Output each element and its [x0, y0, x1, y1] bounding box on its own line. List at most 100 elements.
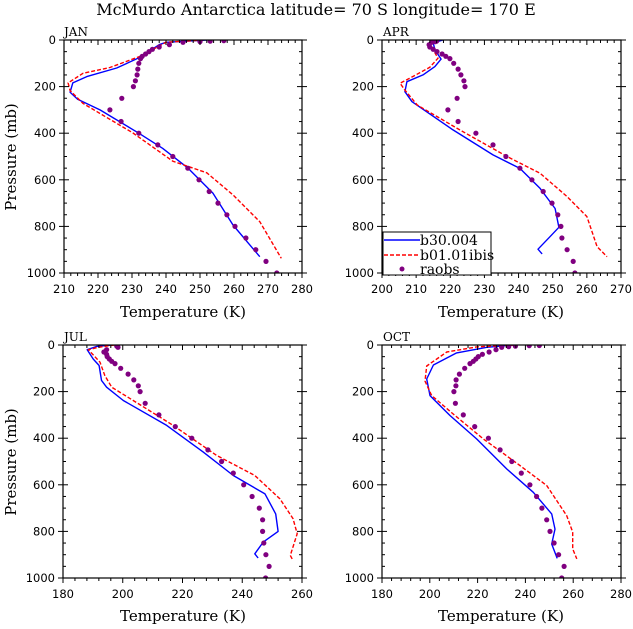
raobs-point [509, 458, 515, 465]
x-axis-label: Temperature (K) [438, 303, 564, 321]
x-tick-label: 200 [419, 587, 441, 601]
raobs-point [485, 435, 491, 441]
raobs-point [490, 142, 496, 148]
raobs-point [130, 84, 136, 90]
raobs-point [149, 46, 155, 52]
series-line-b01-01ibis [424, 345, 578, 560]
raobs-point [544, 517, 550, 523]
raobs-point [114, 345, 120, 349]
raobs-point [241, 482, 247, 488]
raobs-point [132, 78, 138, 84]
x-tick-label: 240 [155, 282, 177, 296]
raobs-point [559, 235, 565, 241]
raobs-point [475, 354, 481, 360]
plot-area: 200 210 220 230 240 250 260 270 0 200 400 600 800 100… [345, 33, 632, 296]
panel-label: APR [382, 25, 410, 39]
y-axis-label: Pressure (mb) [2, 408, 20, 516]
y-tick-label: 200 [352, 80, 374, 94]
x-axis-label: Temperature (K) [120, 303, 246, 321]
series-group [67, 40, 282, 273]
raobs-point [558, 223, 564, 229]
raobs-point [232, 223, 238, 229]
raobs-point [170, 153, 176, 160]
raobs-point [107, 107, 113, 113]
raobs-point [447, 56, 453, 62]
raobs-point [456, 371, 462, 377]
raobs-point [506, 345, 512, 350]
y-tick-label: 600 [33, 478, 55, 492]
raobs-point [136, 60, 142, 66]
raobs-point [155, 142, 161, 148]
y-tick-label: 800 [34, 219, 56, 233]
raobs-point [452, 400, 458, 406]
raobs-point [551, 540, 557, 546]
y-tick-label: 200 [34, 80, 56, 94]
raobs-point [454, 95, 460, 101]
raobs-point [518, 470, 524, 476]
x-tick-label: 210 [405, 282, 427, 296]
x-tick-label: 220 [172, 587, 194, 601]
raobs-point [529, 177, 535, 183]
raobs-point [451, 60, 457, 66]
series-line-b30-004 [86, 345, 279, 559]
y-tick-label: 600 [352, 478, 374, 492]
raobs-point [189, 435, 195, 441]
x-tick-label: 240 [231, 587, 253, 601]
raobs-point [260, 528, 266, 535]
raobs-point [458, 72, 464, 78]
panel-jul: 180 200 220 240 260 0 200 400 600 800 1000 JUL Tem… [2, 330, 313, 625]
raobs-point [156, 44, 162, 50]
raobs-point [118, 118, 124, 125]
x-tick-label: 260 [562, 587, 584, 601]
legend-label-b01: b01.01ibis [420, 248, 494, 264]
x-tick-label: 280 [610, 587, 632, 601]
raobs-point [205, 447, 211, 453]
panel-label: OCT [383, 330, 410, 344]
x-tick-label: 280 [291, 282, 313, 296]
raobs-point [570, 258, 576, 264]
raobs-point [135, 66, 141, 72]
y-tick-label: 800 [33, 524, 55, 538]
y-tick-label: 800 [352, 219, 374, 233]
raobs-point [230, 470, 236, 476]
legend: b30.004 b01.01ibis raobs [382, 231, 494, 278]
raobs-point [549, 200, 555, 206]
x-tick-label: 260 [576, 282, 598, 296]
raobs-point [461, 78, 467, 84]
series-line-b01-01ibis [87, 345, 298, 561]
raobs-point [125, 371, 131, 377]
raobs-point [135, 383, 141, 389]
raobs-point [486, 349, 492, 355]
raobs-point [166, 42, 172, 48]
raobs-point [499, 345, 505, 350]
raobs-point [453, 383, 459, 389]
plot-area: 210 220 230 240 250 260 270 280 0 200 400 600 800 100… [27, 33, 313, 296]
y-tick-label: 1000 [345, 266, 374, 280]
raobs-point [527, 482, 533, 488]
raobs-point [497, 447, 503, 453]
raobs-point [445, 107, 451, 113]
x-tick-label: 260 [223, 282, 245, 296]
y-tick-label: 1000 [27, 266, 56, 280]
y-tick-label: 1000 [26, 571, 55, 585]
panel-label: JUL [62, 330, 87, 344]
raobs-point [462, 84, 468, 90]
y-tick-label: 400 [352, 431, 374, 445]
raobs-point [556, 552, 562, 558]
raobs-point [134, 72, 140, 78]
y-tick-label: 200 [352, 385, 374, 399]
x-tick-label: 200 [112, 587, 134, 601]
series-line-b01-01ibis [399, 40, 608, 258]
figure-title: McMurdo Antarctica latitude= 70 S longit… [96, 0, 536, 19]
raobs-point [261, 540, 267, 546]
raobs-point [180, 40, 186, 45]
x-tick-label: 220 [87, 282, 109, 296]
raobs-point [131, 377, 137, 383]
plot-frame [381, 344, 622, 579]
raobs-point [472, 424, 478, 430]
y-tick-label: 0 [48, 338, 55, 352]
series-line-b30-004 [69, 40, 261, 258]
raobs-point [274, 270, 280, 273]
